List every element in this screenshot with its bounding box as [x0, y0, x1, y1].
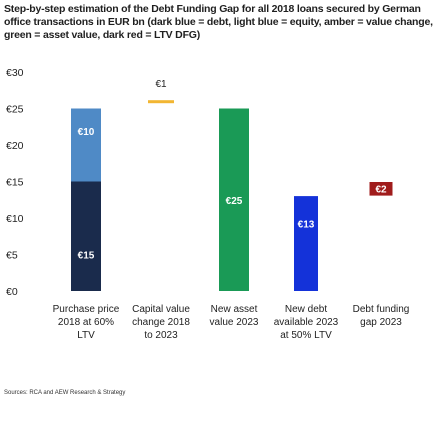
y-tick-label: €10	[6, 213, 24, 225]
y-tick-label: €0	[6, 286, 18, 298]
y-tick-label: €15	[6, 177, 24, 189]
y-tick-label: €20	[6, 140, 24, 152]
y-tick-label: €5	[6, 250, 18, 262]
x-category-label: Capital value	[132, 304, 190, 315]
x-category-label: Purchase price	[53, 304, 120, 315]
x-category-label: at 50% LTV	[280, 330, 332, 341]
x-category-label: value 2023	[210, 317, 259, 328]
chart-canvas: €0 €5 €10 €15 €20 €25 €30 €15 €10 €1 €25 €13 €2 Purch…	[6, 67, 410, 341]
bar-value-change	[148, 100, 174, 104]
source-note: Sources: RCA and AEW Research & Strategy	[4, 390, 126, 396]
value-label: €15	[78, 251, 95, 262]
bar-debt	[71, 181, 101, 291]
chart-title: Step-by-step estimation of the Debt Fund…	[4, 3, 433, 41]
value-label: €13	[298, 219, 315, 230]
bar-asset-value	[219, 108, 249, 291]
value-label: €2	[375, 184, 387, 195]
bar-debt	[294, 196, 318, 291]
bar-debt-funding-gap	[368, 181, 394, 197]
x-category-label: 2018 at 60%	[58, 317, 114, 328]
x-category-label: gap 2023	[360, 317, 402, 328]
x-category-label: New asset	[211, 304, 258, 315]
x-category-label: to 2023	[144, 330, 178, 341]
x-category-label: LTV	[77, 330, 95, 341]
x-category-label: available 2023	[274, 317, 339, 328]
x-category-label: New debt	[285, 304, 327, 315]
x-category-label: Debt funding	[353, 304, 410, 315]
x-category-label: change 2018	[132, 317, 190, 328]
value-label: €1	[155, 79, 167, 90]
y-tick-label: €30	[6, 67, 24, 79]
value-label: €25	[226, 196, 243, 207]
bar-equity	[71, 108, 101, 182]
y-tick-label: €25	[6, 104, 24, 116]
value-label: €10	[78, 127, 95, 138]
